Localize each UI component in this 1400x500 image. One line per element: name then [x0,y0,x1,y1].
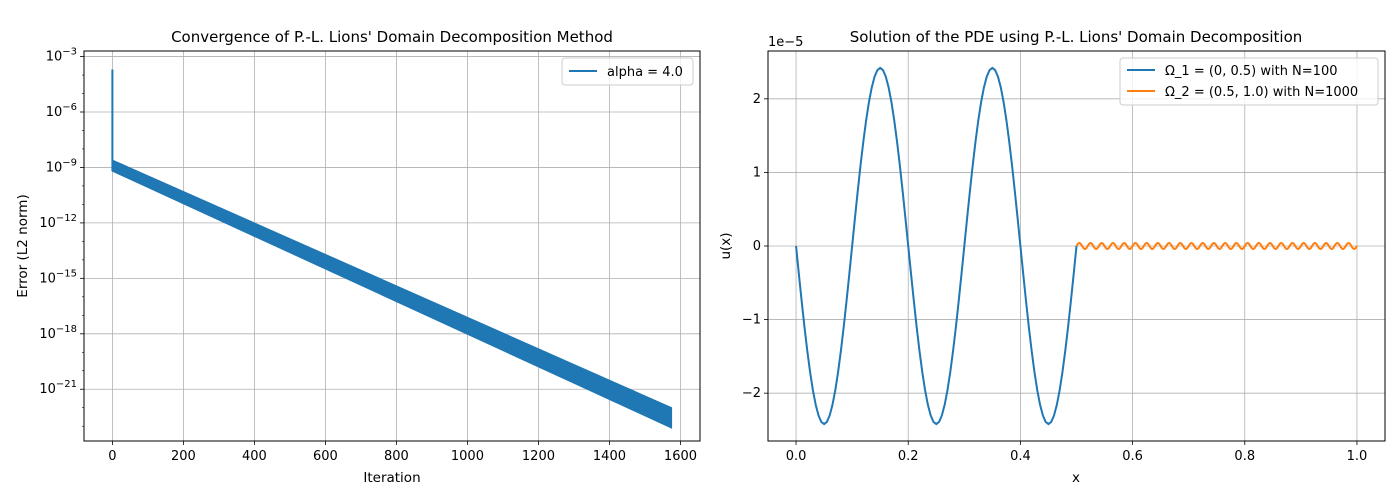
chart1-y-tick-label: 10−3 [46,47,77,65]
chart1-error-band [111,159,673,429]
chart1-y-tick-label: 10−18 [39,324,77,342]
chart2-offset-text: 1e−5 [768,35,803,50]
chart1-x-tick-label: 600 [313,449,338,464]
chart1-axes-frame [83,50,701,442]
chart1-x-label: Iteration [363,470,420,486]
chart2-legend: Ω_1 = (0, 0.5) with N=100 Ω_2 = (0.5, 1.… [1119,57,1379,106]
chart1-x-ticks: 0 200 400 600 800 1000 1200 1400 1600 [108,441,697,464]
chart2-series-omega1 [795,66,1078,426]
chart1-series [111,69,673,429]
chart1-x-tick-label: 1200 [522,449,555,464]
chart2-y-tick-label: −2 [742,386,761,401]
chart1-y-tick-label: 10−6 [46,102,77,120]
chart1-x-tick-label: 400 [242,449,267,464]
convergence-chart: Convergence of P.-L. Lions' Domain Decom… [15,28,701,486]
chart2-x-tick-label: 1.0 [1347,449,1368,464]
chart2-y-tick-label: 2 [753,92,761,107]
chart2-series [795,66,1358,426]
chart2-y-tick-label: 1 [753,165,761,180]
chart2-y-label: u(x) [718,232,734,259]
chart1-y-tick-label: 10−9 [46,157,77,175]
chart2-y-tick-label: 0 [753,239,761,254]
chart2-y-tick-label: −1 [742,313,761,328]
chart1-x-tick-label: 1400 [593,449,626,464]
chart1-title: Convergence of P.-L. Lions' Domain Decom… [171,28,613,46]
chart1-legend: alpha = 4.0 [561,57,694,86]
chart1-y-label: Error (L2 norm) [15,194,31,297]
chart2-x-tick-label: 0.6 [1122,449,1143,464]
chart2-x-label: x [1072,470,1080,486]
chart1-x-tick-label: 0 [108,449,116,464]
chart2-x-ticks: 0.0 0.2 0.4 0.6 0.8 1.0 [786,441,1368,464]
chart2-x-tick-label: 0.8 [1234,449,1255,464]
solution-chart: Solution of the PDE using P.-L. Lions' D… [718,28,1386,486]
chart2-x-tick-label: 0.2 [898,449,919,464]
chart2-legend-box [1119,57,1379,106]
chart2-title: Solution of the PDE using P.-L. Lions' D… [850,28,1303,46]
chart1-y-tick-label: 10−21 [39,379,77,397]
chart1-y-tick-label: 10−15 [39,268,77,286]
chart2-legend-label-omega2: Ω_2 = (0.5, 1.0) with N=1000 [1165,85,1358,100]
chart1-legend-label: alpha = 4.0 [607,65,683,80]
chart2-legend-label-omega1: Ω_1 = (0, 0.5) with N=100 [1165,64,1338,79]
chart1-y-tick-label: 10−12 [39,213,77,231]
chart1-x-tick-label: 1000 [451,449,484,464]
chart1-legend-box [561,57,694,86]
chart1-y-ticks: 10−3 10−6 10−9 10−12 10−15 10−18 10−21 [39,47,84,427]
chart1-x-tick-label: 800 [384,449,409,464]
chart2-series-omega2 [1075,242,1358,250]
chart1-x-tick-label: 200 [171,449,196,464]
chart2-y-ticks: −2 −1 0 1 2 [742,92,768,401]
chart2-x-tick-label: 0.4 [1010,449,1031,464]
chart1-x-tick-label: 1600 [664,449,697,464]
chart1-grid [84,51,700,441]
chart2-x-tick-label: 0.0 [786,449,807,464]
